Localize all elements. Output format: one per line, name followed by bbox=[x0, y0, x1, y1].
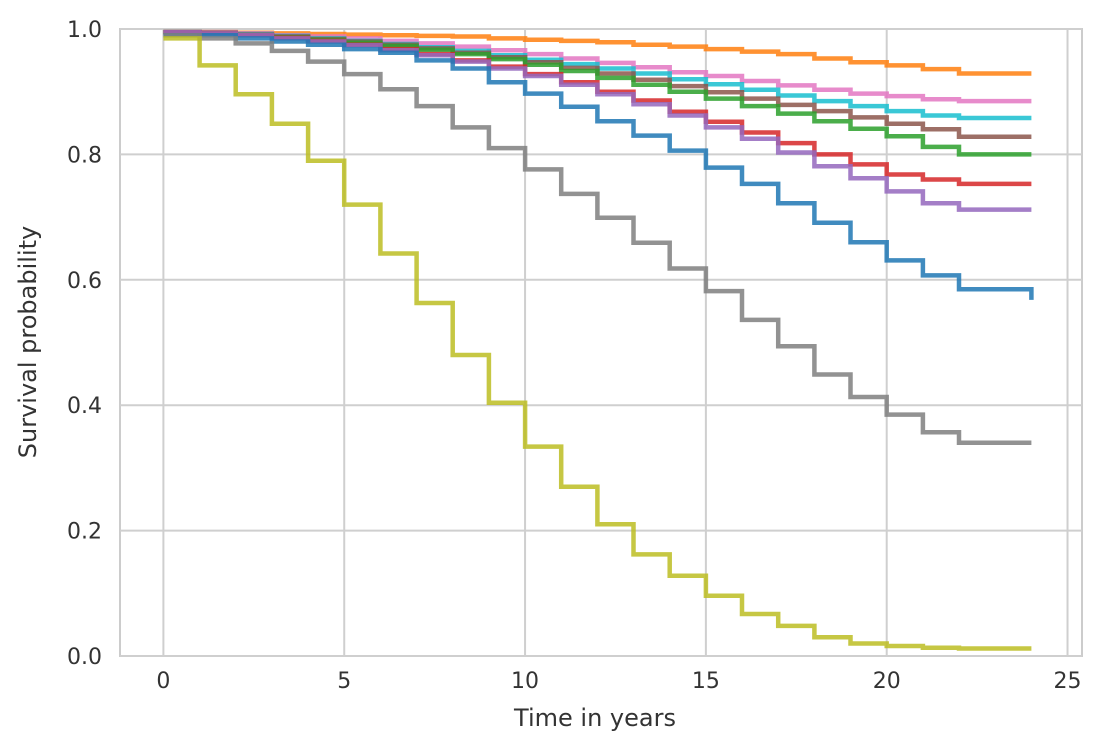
y-tick-labels: 0.0 0.2 0.4 0.6 0.8 1.0 bbox=[67, 18, 102, 670]
y-tick-label: 0.2 bbox=[67, 520, 102, 545]
y-axis-label: Survival probability bbox=[14, 226, 42, 458]
survival-curve-9 bbox=[163, 33, 1032, 446]
grid bbox=[120, 28, 1082, 657]
x-tick-label: 0 bbox=[156, 669, 170, 694]
x-axis-label: Time in years bbox=[513, 704, 676, 732]
y-tick-label: 0.4 bbox=[67, 394, 102, 419]
x-tick-label: 5 bbox=[337, 669, 351, 694]
series-layer bbox=[163, 29, 1034, 651]
survival-curve-8 bbox=[163, 33, 1034, 300]
x-tick-label: 25 bbox=[1054, 669, 1082, 694]
y-tick-label: 1.0 bbox=[67, 18, 102, 43]
x-tick-label: 20 bbox=[873, 669, 901, 694]
y-tick-label: 0.0 bbox=[67, 645, 102, 670]
y-tick-label: 0.6 bbox=[67, 269, 102, 294]
survival-curve-1 bbox=[163, 29, 1032, 76]
x-tick-label: 15 bbox=[692, 669, 720, 694]
x-tick-labels: 0 5 10 15 20 25 bbox=[156, 669, 1081, 694]
x-tick-label: 10 bbox=[511, 669, 539, 694]
survival-curve-10 bbox=[163, 36, 1032, 651]
y-tick-label: 0.8 bbox=[67, 143, 102, 168]
plot-area bbox=[119, 28, 1083, 657]
